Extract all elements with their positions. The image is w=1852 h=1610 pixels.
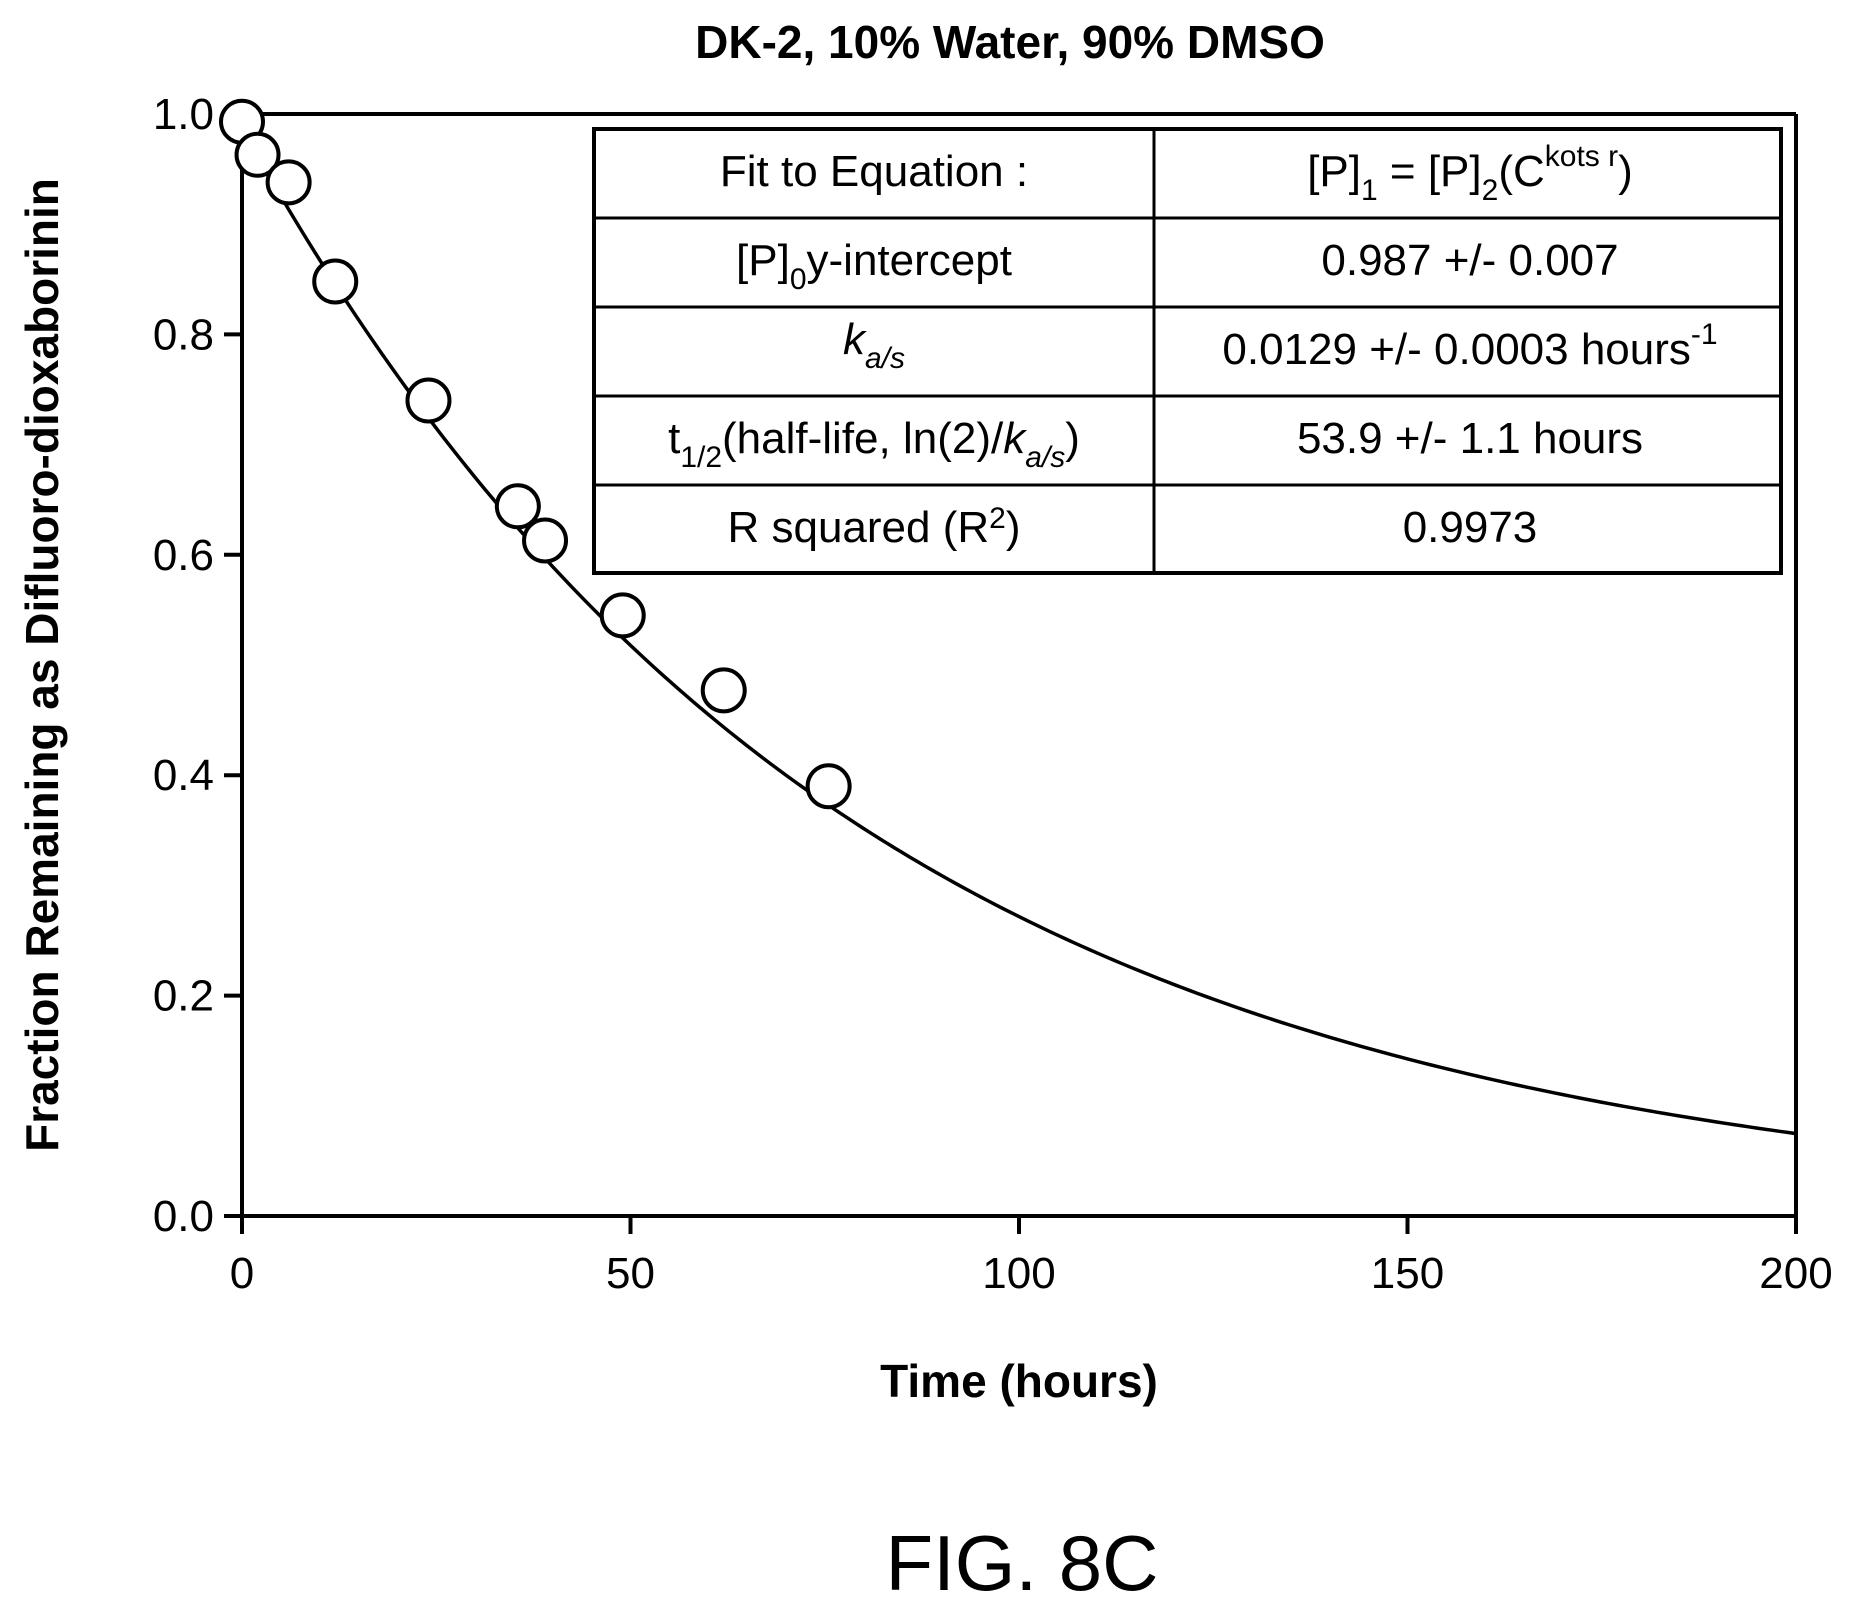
y-tick-label: 0.6 (153, 531, 214, 580)
x-tick-label: 150 (1371, 1249, 1444, 1298)
y-tick-label: 1.0 (153, 90, 214, 139)
y-tick-label: 0.0 (153, 1192, 214, 1241)
y-tick-label: 0.2 (153, 972, 214, 1021)
table-border (592, 127, 1783, 575)
data-point (405, 377, 452, 424)
table-value-half-life: 53.9 +/- 1.1 hours (1297, 414, 1643, 463)
data-point (805, 763, 852, 810)
y-ticks: 0.0 0.2 0.4 0.6 0.8 1.0 (153, 90, 242, 1241)
data-point (494, 483, 541, 530)
table-value-r-squared: 0.9973 (1403, 503, 1538, 552)
data-point (234, 131, 281, 178)
x-ticks: 0 50 100 150 200 (230, 1216, 1833, 1298)
fit-results-table: Fit to Equation : [P]1 = [P]2(Ckots r) [… (592, 127, 1783, 575)
y-tick-label: 0.8 (153, 310, 214, 359)
x-tick-label: 200 (1759, 1249, 1832, 1298)
x-axis-label: Time (hours) (880, 1355, 1158, 1407)
x-tick-label: 50 (606, 1249, 655, 1298)
data-point (522, 517, 569, 564)
data-point (265, 159, 312, 206)
data-point (599, 592, 646, 639)
figure-label: FIG. 8C (885, 1519, 1158, 1607)
y-axis-label: Fraction Remaining as Difluoro-dioxabori… (16, 178, 68, 1152)
table-label-r-squared: R squared (R2) (727, 502, 1020, 552)
table-value-rate-constant: 0.0129 +/- 0.0003 hours-1 (1222, 318, 1717, 374)
data-points (219, 98, 852, 810)
x-tick-label: 100 (982, 1249, 1055, 1298)
data-point (312, 258, 359, 305)
x-tick-label: 0 (230, 1249, 254, 1298)
table-label-fit-equation: Fit to Equation : (720, 147, 1028, 196)
table-value-y-intercept: 0.987 +/- 0.007 (1321, 236, 1618, 285)
data-point (700, 667, 747, 714)
chart-title: DK-2, 10% Water, 90% DMSO (695, 16, 1325, 68)
y-tick-label: 0.4 (153, 751, 214, 800)
